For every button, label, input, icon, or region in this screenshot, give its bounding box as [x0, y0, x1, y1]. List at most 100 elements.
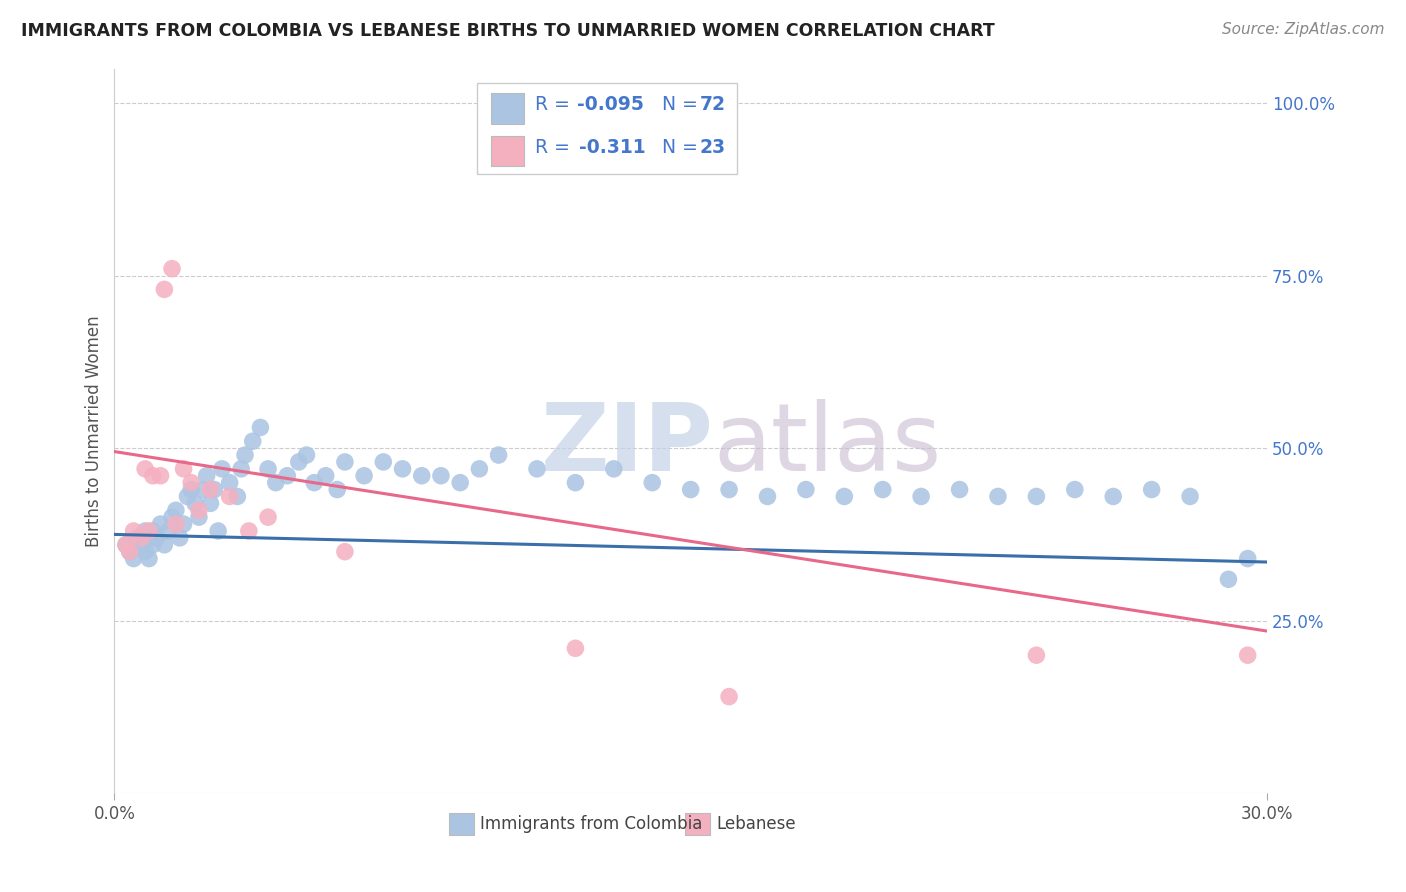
- Point: [180, 475, 202, 490]
- Point: [226, 490, 249, 504]
- Point: [411, 468, 433, 483]
- Point: [165, 503, 187, 517]
- Point: [468, 462, 491, 476]
- Point: [127, 531, 149, 545]
- Point: [149, 517, 172, 532]
- Text: Immigrants from Colombia: Immigrants from Colombia: [479, 814, 702, 833]
- Point: [756, 490, 779, 504]
- Point: [564, 475, 586, 490]
- Point: [326, 483, 349, 497]
- Point: [233, 448, 256, 462]
- Point: [488, 448, 510, 462]
- Point: [115, 538, 138, 552]
- Point: [165, 517, 187, 532]
- Point: [142, 538, 165, 552]
- Point: [295, 448, 318, 462]
- Text: -0.311: -0.311: [579, 138, 645, 157]
- Point: [149, 468, 172, 483]
- Point: [1178, 490, 1201, 504]
- Point: [276, 468, 298, 483]
- FancyBboxPatch shape: [685, 813, 710, 835]
- Point: [315, 468, 337, 483]
- Point: [430, 468, 453, 483]
- Text: R =: R =: [536, 95, 576, 114]
- Point: [118, 544, 141, 558]
- Point: [122, 551, 145, 566]
- Point: [118, 544, 141, 558]
- Point: [449, 475, 471, 490]
- Point: [872, 483, 894, 497]
- Point: [200, 496, 222, 510]
- Point: [564, 641, 586, 656]
- FancyBboxPatch shape: [491, 94, 523, 124]
- Point: [145, 531, 167, 545]
- Point: [115, 538, 138, 552]
- Text: Source: ZipAtlas.com: Source: ZipAtlas.com: [1222, 22, 1385, 37]
- Text: 72: 72: [700, 95, 725, 114]
- Point: [987, 490, 1010, 504]
- Point: [173, 517, 195, 532]
- Point: [187, 503, 209, 517]
- Text: atlas: atlas: [714, 400, 942, 491]
- Point: [195, 468, 218, 483]
- Point: [180, 483, 202, 497]
- Point: [169, 531, 191, 545]
- Point: [138, 524, 160, 538]
- Text: N =: N =: [651, 95, 704, 114]
- Point: [138, 531, 160, 545]
- Point: [191, 483, 214, 497]
- Point: [1236, 648, 1258, 663]
- Y-axis label: Births to Unmarried Women: Births to Unmarried Women: [86, 315, 103, 547]
- Point: [242, 434, 264, 449]
- Point: [218, 490, 240, 504]
- Point: [1025, 648, 1047, 663]
- Point: [603, 462, 626, 476]
- Point: [834, 490, 856, 504]
- Point: [1236, 551, 1258, 566]
- Point: [173, 462, 195, 476]
- Point: [1063, 483, 1085, 497]
- Point: [391, 462, 413, 476]
- Point: [157, 524, 180, 538]
- FancyBboxPatch shape: [491, 136, 523, 167]
- Point: [910, 490, 932, 504]
- Point: [1025, 490, 1047, 504]
- Point: [122, 524, 145, 538]
- Point: [249, 420, 271, 434]
- Point: [142, 468, 165, 483]
- Point: [160, 510, 183, 524]
- Point: [231, 462, 253, 476]
- Point: [718, 690, 741, 704]
- Point: [1102, 490, 1125, 504]
- Point: [794, 483, 817, 497]
- Point: [176, 490, 198, 504]
- FancyBboxPatch shape: [449, 813, 474, 835]
- Point: [218, 475, 240, 490]
- Text: ZIP: ZIP: [541, 400, 714, 491]
- Point: [1218, 572, 1240, 586]
- Text: 23: 23: [700, 138, 725, 157]
- Point: [526, 462, 548, 476]
- Point: [153, 538, 176, 552]
- Point: [134, 462, 156, 476]
- Point: [288, 455, 311, 469]
- Point: [207, 524, 229, 538]
- Point: [129, 531, 152, 545]
- Point: [202, 483, 225, 497]
- Text: N =: N =: [651, 138, 704, 157]
- Point: [200, 483, 222, 497]
- Text: IMMIGRANTS FROM COLOMBIA VS LEBANESE BIRTHS TO UNMARRIED WOMEN CORRELATION CHART: IMMIGRANTS FROM COLOMBIA VS LEBANESE BIR…: [21, 22, 995, 40]
- Point: [238, 524, 260, 538]
- Point: [1140, 483, 1163, 497]
- Point: [373, 455, 395, 469]
- Point: [353, 468, 375, 483]
- Point: [264, 475, 287, 490]
- Text: R =: R =: [536, 138, 582, 157]
- Point: [138, 551, 160, 566]
- Point: [142, 524, 165, 538]
- Point: [302, 475, 325, 490]
- Point: [160, 261, 183, 276]
- Point: [211, 462, 233, 476]
- Point: [333, 455, 356, 469]
- Point: [134, 524, 156, 538]
